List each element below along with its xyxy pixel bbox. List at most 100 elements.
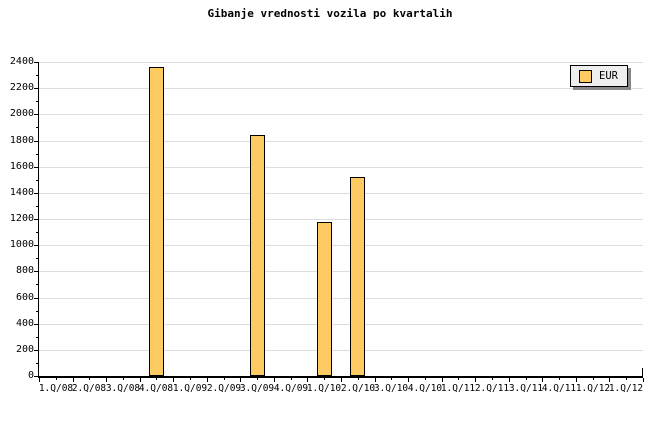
- x-axis-tick-label: 1.Q/12: [608, 383, 644, 394]
- x-axis-tick: [173, 378, 174, 382]
- bar-4.Q/08: [149, 67, 164, 376]
- x-axis-tick: [207, 378, 208, 382]
- gridline: [39, 88, 643, 89]
- y-axis-tick: [34, 376, 39, 377]
- x-axis-tick: [408, 378, 409, 382]
- x-axis-tick: [140, 378, 141, 382]
- y-axis-minor-tick: [36, 75, 39, 76]
- y-axis-minor-tick: [36, 127, 39, 128]
- x-axis-tick-label: 2.Q/11: [474, 383, 510, 394]
- x-axis-minor-tick: [358, 378, 359, 380]
- y-axis-minor-tick: [36, 180, 39, 181]
- x-axis-minor-tick: [526, 378, 527, 380]
- y-axis-minor-tick: [36, 337, 39, 338]
- x-axis-tick-label: 3.Q/11: [508, 383, 544, 394]
- x-axis-tick-label: 1.Q/11: [440, 383, 476, 394]
- bar-3.Q/09: [250, 135, 265, 376]
- y-axis-tick-label: 200: [15, 344, 34, 355]
- y-axis-tick: [34, 245, 39, 246]
- x-axis-tick-label: 2.Q/09: [206, 383, 242, 394]
- y-axis-tick: [34, 88, 39, 89]
- x-axis-tick: [542, 378, 543, 382]
- x-axis-minor-tick: [492, 378, 493, 380]
- x-axis-minor-tick: [559, 378, 560, 380]
- y-axis-tick-label: 1600: [9, 161, 34, 172]
- gridline: [39, 62, 643, 63]
- x-axis-tick: [509, 378, 510, 382]
- plot-area: 0 200 400 600 800 1000 1200 1400 1600 1800 2000 220…: [10, 56, 644, 394]
- y-axis-minor-tick: [36, 101, 39, 102]
- x-axis-tick-label: 4.Q/10: [407, 383, 443, 394]
- x-axis-tick-label: 4.Q/11: [541, 383, 577, 394]
- x-axis-tick: [576, 378, 577, 382]
- y-axis-tick-label: 400: [15, 318, 34, 329]
- y-axis-tick-label: 800: [15, 265, 34, 276]
- gridline: [39, 219, 643, 220]
- y-axis-tick: [34, 167, 39, 168]
- y-axis-minor-tick: [36, 258, 39, 259]
- y-axis-tick-label: 1400: [9, 187, 34, 198]
- x-axis-minor-tick: [291, 378, 292, 380]
- x-axis-tick: [609, 378, 610, 382]
- gridline: [39, 245, 643, 246]
- x-axis-tick: [375, 378, 376, 382]
- x-axis-minor-tick: [190, 378, 191, 380]
- y-axis-tick: [34, 350, 39, 351]
- x-axis-tick-label: 1.Q/09: [172, 383, 208, 394]
- x-axis-minor-tick: [123, 378, 124, 380]
- y-axis-tick-label: 2000: [9, 108, 34, 119]
- y-axis-tick: [34, 114, 39, 115]
- x-axis-minor-tick: [458, 378, 459, 380]
- bar-2.Q/10: [350, 177, 365, 376]
- x-axis-tick-label: 4.Q/08: [138, 383, 174, 394]
- x-axis-minor-tick: [89, 378, 90, 380]
- x-axis-minor-tick: [425, 378, 426, 380]
- y-axis-minor-tick: [36, 154, 39, 155]
- gridline: [39, 324, 643, 325]
- y-axis-tick-label: 1800: [9, 135, 34, 146]
- x-axis-tick-label: 4.Q/09: [273, 383, 309, 394]
- y-axis-tick-label: 600: [15, 292, 34, 303]
- x-axis-minor-tick: [626, 378, 627, 380]
- gridline: [39, 114, 643, 115]
- legend-color-swatch: [579, 69, 592, 83]
- x-axis-tick: [240, 378, 241, 382]
- x-axis-tick-label: 3.Q/08: [105, 383, 141, 394]
- gridline: [39, 298, 643, 299]
- x-axis-tick: [73, 378, 74, 382]
- x-axis-tick-label: 2.Q/08: [71, 383, 107, 394]
- x-axis-minor-tick: [257, 378, 258, 380]
- x-axis-tick: [39, 378, 40, 382]
- y-axis-tick-label: 2200: [9, 82, 34, 93]
- y-axis-minor-tick: [36, 311, 39, 312]
- x-axis-minor-tick: [224, 378, 225, 380]
- gridline: [39, 350, 643, 351]
- y-axis-minor-tick: [36, 232, 39, 233]
- y-axis-tick: [34, 62, 39, 63]
- legend-box: EUR: [570, 65, 628, 87]
- chart-title: Gibanje vrednosti vozila po kvartalih: [207, 7, 453, 20]
- y-axis-tick: [34, 271, 39, 272]
- y-axis-tick-label: 1200: [9, 213, 34, 224]
- y-axis-minor-tick: [36, 363, 39, 364]
- x-axis-minor-tick: [593, 378, 594, 380]
- x-axis-tick-label: 1.Q/12: [575, 383, 611, 394]
- x-axis-tick-label: 2.Q/10: [340, 383, 376, 394]
- x-axis-minor-tick: [56, 378, 57, 380]
- x-axis-tick: [442, 378, 443, 382]
- x-axis-tick-label: 3.Q/10: [373, 383, 409, 394]
- y-axis-minor-tick: [36, 284, 39, 285]
- y-axis-tick: [34, 193, 39, 194]
- gridline: [39, 193, 643, 194]
- y-axis-tick: [34, 298, 39, 299]
- x-axis-tick-label: 3.Q/09: [239, 383, 275, 394]
- x-axis-minor-tick: [156, 378, 157, 380]
- x-axis-tick: [106, 378, 107, 382]
- x-axis-tick: [643, 378, 644, 382]
- gridline: [39, 271, 643, 272]
- y-axis-minor-tick: [36, 206, 39, 207]
- y-axis-tick-label: 2400: [9, 56, 34, 67]
- x-axis-tick: [341, 378, 342, 382]
- x-axis-tick: [274, 378, 275, 382]
